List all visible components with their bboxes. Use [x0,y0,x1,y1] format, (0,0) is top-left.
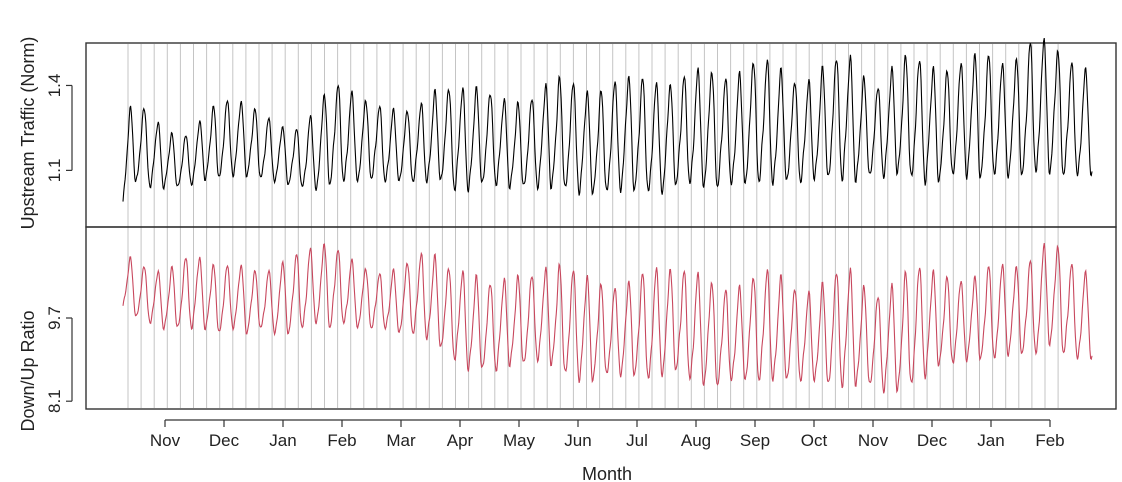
x-tick-label: Mar [386,431,416,450]
weekly-gridlines [127,44,1059,408]
x-tick-label: Feb [327,431,356,450]
upstream-y-tick-label: 1.4 [45,74,64,98]
upstream-series-line [122,37,1093,202]
ratio-y-tick-label: 8.1 [45,389,64,413]
upstream-y-tick-label: 1.1 [45,159,64,183]
x-tick-label: Nov [858,431,889,450]
ratio-y-tick-label: 9.7 [45,306,64,330]
x-axis-title: Month [582,464,632,482]
x-tick-label: Dec [209,431,240,450]
x-tick-label: Apr [447,431,474,450]
x-tick-label: Oct [801,431,828,450]
axes: Nov Dec Jan Feb Mar Apr May Jun Jul Aug Sep Oct Nov D… [45,74,1065,450]
upstream-y-axis-title: Upstream Traffic (Norm) [18,37,38,230]
ratio-panel-frame [85,226,1117,410]
x-tick-label: Feb [1035,431,1064,450]
ratio-series-line [122,242,1093,394]
x-tick-label: May [503,431,536,450]
x-tick-label: Jul [626,431,648,450]
x-tick-label: Dec [917,431,948,450]
x-tick-label: Sep [740,431,770,450]
x-tick-label: Jan [269,431,296,450]
x-tick-label: Aug [681,431,711,450]
x-tick-label: Nov [150,431,181,450]
x-tick-label: Jan [977,431,1004,450]
ratio-y-axis-title: Down/Up Ratio [18,310,38,431]
x-tick-label: Jun [564,431,591,450]
